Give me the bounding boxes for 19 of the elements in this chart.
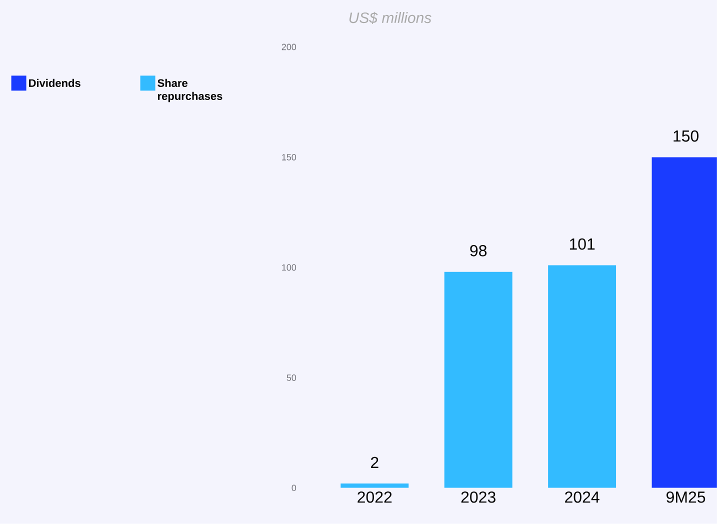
x-tick-label: 2022	[358, 491, 392, 503]
legend-label: Share repurchases	[158, 78, 222, 102]
y-tick-label: 200	[282, 44, 296, 50]
data-label: 2	[370, 456, 378, 468]
bar	[444, 272, 512, 488]
x-tick-label: 2023	[461, 491, 496, 503]
x-tick-label: 9M25	[666, 491, 706, 503]
y-tick-label: 100	[282, 264, 296, 271]
y-tick-label: 0	[292, 484, 296, 492]
data-label: 98	[470, 245, 487, 256]
y-tick-label: 50	[286, 374, 296, 381]
y-axis-title: US$ millions	[349, 12, 432, 24]
x-tick-label: 2024	[565, 491, 600, 503]
bar	[340, 484, 409, 488]
data-label: 150	[674, 130, 698, 142]
bar	[548, 265, 616, 488]
y-tick-label: 150	[282, 154, 296, 160]
data-label: 101	[570, 238, 595, 250]
legend-label: Dividends	[29, 78, 80, 88]
